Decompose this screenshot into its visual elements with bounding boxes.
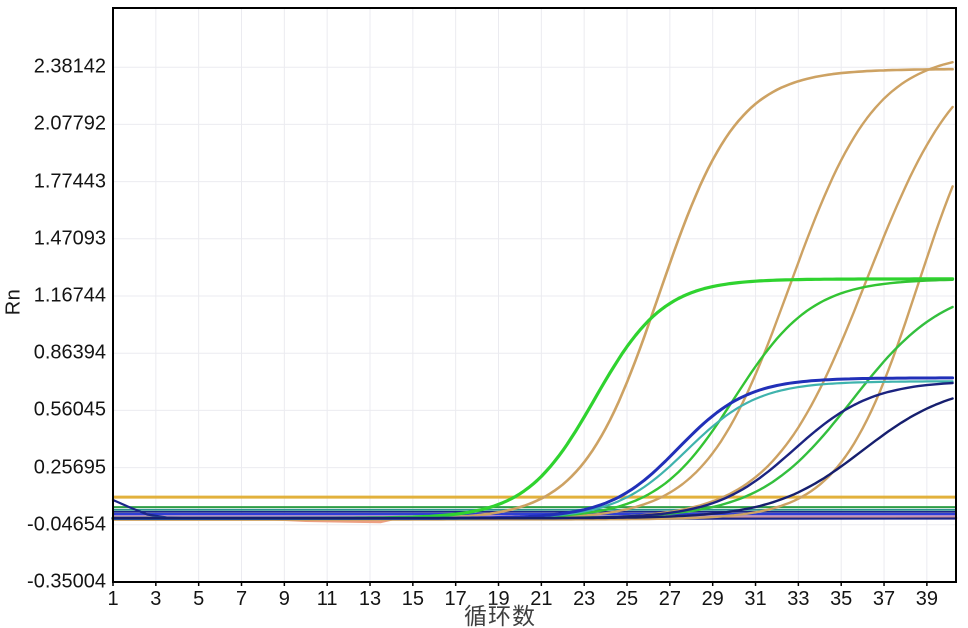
- x-tick-label: 35: [830, 588, 853, 610]
- amplification-curve-green-3: [111, 305, 954, 520]
- y-axis-title: Rn: [2, 288, 25, 316]
- amplification-curve-green-1: [111, 277, 955, 520]
- x-tick-label: 25: [615, 588, 639, 610]
- x-tick-label: 19: [487, 588, 510, 610]
- y-tick-label: -0.35004: [27, 570, 106, 593]
- amplification-curve-navy-3: [111, 397, 954, 520]
- y-tick-label: 0.56045: [33, 398, 106, 421]
- x-tick-label: 15: [401, 588, 424, 610]
- x-tick-label: 23: [573, 588, 596, 610]
- x-tick-label: 37: [872, 588, 896, 610]
- x-axis-title: 循环数: [464, 603, 536, 628]
- x-tick-label: 7: [235, 588, 248, 610]
- y-tick-label: 2.38142: [33, 55, 106, 78]
- y-tick-label: 1.16744: [33, 284, 106, 307]
- y-tick-label: -0.04654: [27, 513, 106, 536]
- y-tick-label: 2.07792: [33, 112, 106, 135]
- x-tick-label: 17: [444, 588, 467, 610]
- y-tick-label: 1.47093: [33, 227, 106, 250]
- x-tick-label: 31: [744, 588, 767, 610]
- x-tick-label: 33: [787, 588, 810, 610]
- plot-border: [112, 7, 957, 583]
- x-tick-label: 1: [107, 588, 119, 610]
- amplification-curve-orange-3: [111, 105, 954, 521]
- x-tick-label: 21: [530, 588, 553, 610]
- x-tick-label: 3: [150, 588, 162, 610]
- amplification-curve-orange-2: [111, 61, 954, 521]
- x-tick-label: 29: [701, 588, 724, 610]
- x-tick-label: 39: [915, 588, 938, 610]
- y-tick-label: 0.86394: [33, 341, 106, 364]
- x-tick-label: 13: [358, 588, 382, 610]
- x-tick-label: 5: [193, 588, 205, 610]
- x-tick-label: 9: [278, 588, 290, 610]
- x-tick-label: 11: [316, 588, 338, 610]
- amplification-curve-orange-1: [111, 67, 954, 521]
- y-tick-label: 1.77443: [33, 170, 106, 193]
- x-tick-label: 27: [658, 588, 681, 610]
- y-tick-label: 0.25695: [33, 456, 106, 479]
